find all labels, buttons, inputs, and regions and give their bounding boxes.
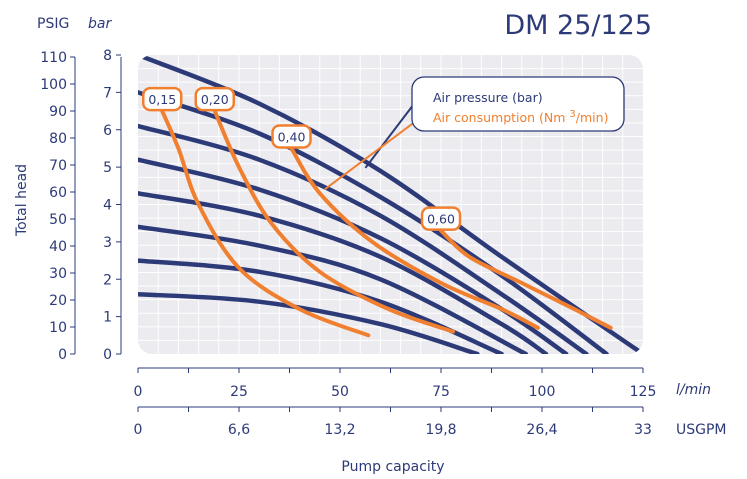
consumption-label-box	[271, 124, 312, 149]
bar-tick-label: 3	[103, 235, 112, 251]
air-consumption-curve-2	[289, 146, 540, 330]
bar-unit-label: bar	[88, 16, 112, 32]
legend-leader-lines	[324, 95, 421, 191]
axes	[70, 54, 644, 412]
legend-air-consumption: Air consumption (Nm 3/min)	[433, 109, 608, 125]
psig-tick-label: 110	[40, 50, 67, 66]
y-axis-label: Total head	[14, 164, 30, 237]
legend-air-consumption-exponent: 3	[569, 109, 575, 120]
consumption-label: 0,40	[278, 129, 306, 144]
usgpm-tick-label: 33	[634, 422, 652, 438]
psig-tick-label: 60	[49, 185, 67, 201]
x-tick-label: 25	[230, 384, 248, 400]
legend-box	[411, 76, 625, 132]
air-pressure-curve-5	[138, 224, 529, 354]
x-tick-label: 50	[331, 384, 349, 400]
consumption-label: 0,15	[148, 92, 176, 107]
x-tick-label: 0	[134, 384, 143, 400]
x-tick-label: 125	[630, 384, 657, 400]
air-consumption-curve-0	[160, 109, 371, 338]
air-pressure-leader	[364, 95, 421, 169]
bar-tick-label: 2	[103, 272, 112, 288]
psig-tick-label: 40	[49, 239, 67, 255]
air-pressure-curve-2	[138, 123, 589, 354]
air-consumption-curve-3	[439, 228, 613, 330]
bar-tick-label: 5	[103, 160, 112, 176]
bar-tick-label: 6	[103, 123, 112, 139]
psig-tick-label: 20	[49, 293, 67, 309]
consumption-label-box	[194, 86, 236, 112]
bar-tick-label: 4	[103, 198, 112, 214]
psig-tick-label: 50	[49, 212, 67, 228]
usgpm-tick-label: 6,6	[228, 422, 250, 438]
psig-tick-label: 100	[40, 77, 67, 93]
legend-air-consumption-text: Air consumption (Nm	[433, 110, 569, 125]
consumption-label-box	[141, 86, 183, 112]
legend-air-pressure: Air pressure (bar)	[433, 90, 543, 105]
psig-tick-label: 80	[49, 131, 67, 147]
consumption-label-box	[420, 206, 462, 231]
usgpm-tick-label: 0	[134, 422, 143, 438]
usgpm-tick-label: 19,8	[425, 422, 456, 438]
legend: Air pressure (bar) Air consumption (Nm 3…	[411, 76, 625, 132]
psig-tick-label: 10	[49, 320, 67, 336]
chart-title: DM 25/125	[504, 10, 652, 41]
x-tick-label: 100	[529, 384, 556, 400]
psig-tick-label: 70	[49, 158, 67, 174]
x-unit-secondary: USGPM	[676, 422, 727, 438]
x-unit-primary: l/min	[676, 382, 711, 398]
air-consumption-leader	[324, 117, 421, 191]
bar-tick-label: 0	[103, 347, 112, 363]
bar-tick-label: 7	[103, 85, 112, 101]
psig-tick-label: 0	[58, 347, 67, 363]
x-axis-label: Pump capacity	[341, 459, 444, 475]
psig-unit-label: PSIG	[37, 16, 69, 32]
consumption-label: 0,60	[427, 212, 455, 227]
curve-labels: 0,15 0,20 0,40 0,60	[141, 86, 462, 231]
psig-tick-label: 90	[49, 104, 67, 120]
air-pressure-curve-1	[138, 90, 609, 354]
air-consumption-curve-1	[212, 109, 456, 334]
usgpm-tick-label: 13,2	[324, 422, 355, 438]
usgpm-tick-label: 26,4	[526, 422, 557, 438]
bar-tick-label: 1	[103, 310, 112, 326]
air-pressure-curve-4	[138, 191, 549, 354]
air-pressure-curve-7	[138, 291, 480, 354]
legend-air-consumption-unit: /min)	[576, 110, 609, 125]
consumption-label: 0,20	[201, 92, 229, 107]
bar-tick-label: 8	[103, 48, 112, 64]
psig-tick-label: 30	[49, 266, 67, 282]
x-tick-label: 75	[432, 384, 450, 400]
